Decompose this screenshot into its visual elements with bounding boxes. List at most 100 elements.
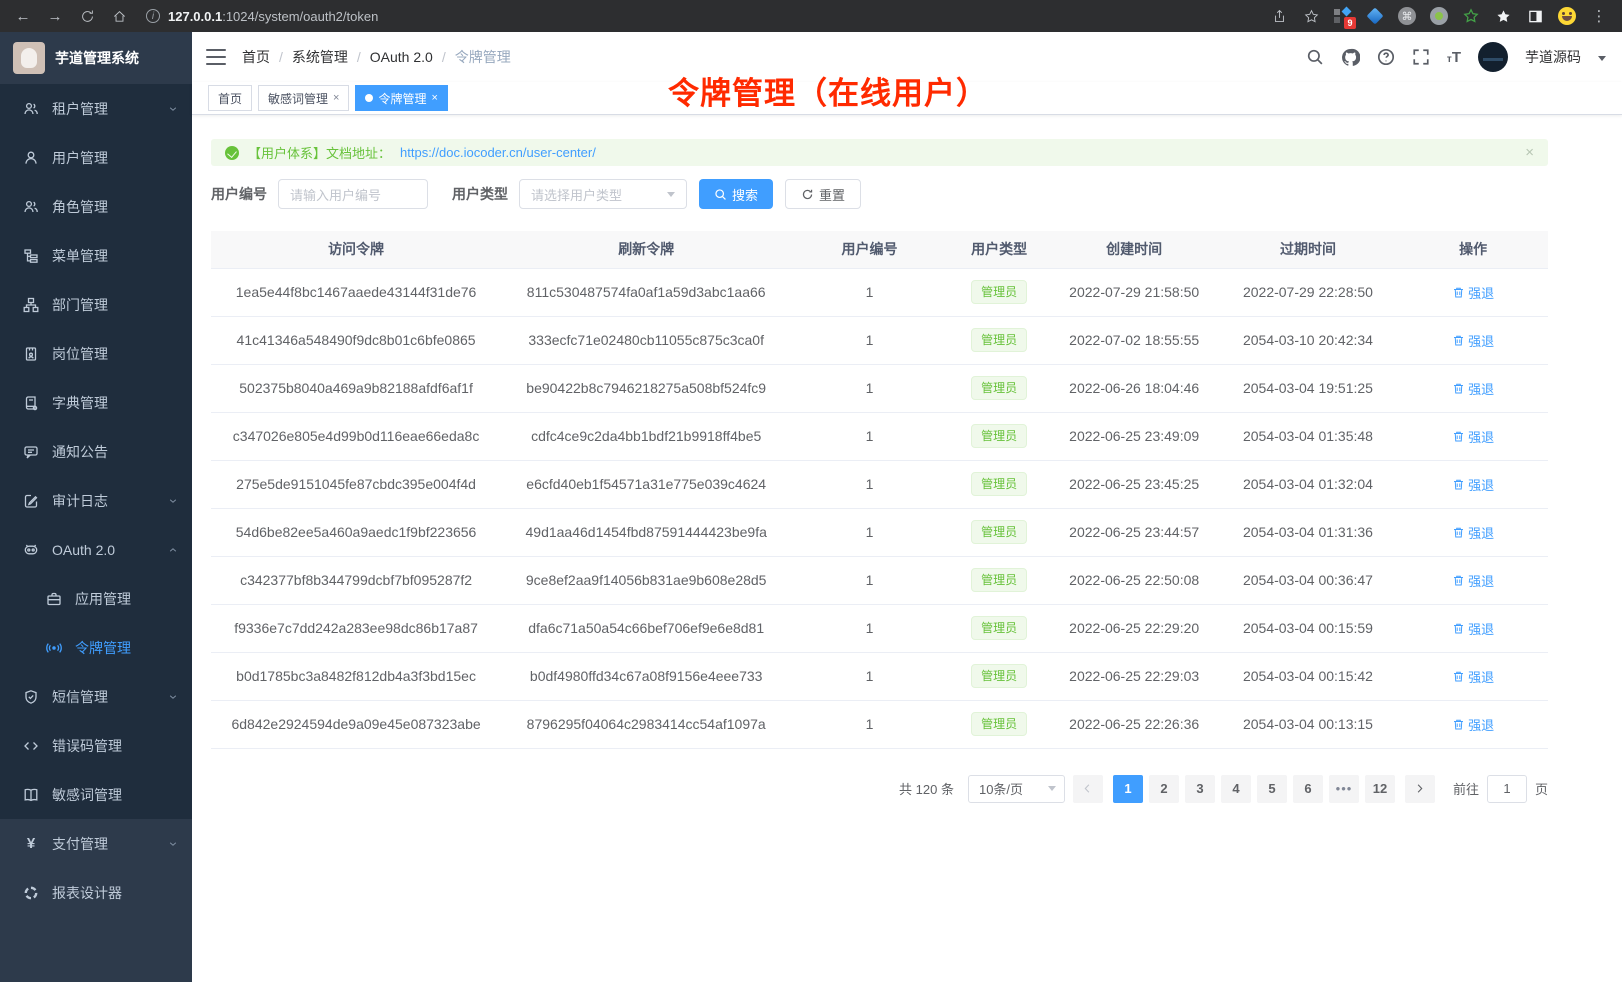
- tag-token-active[interactable]: 令牌管理 ×: [355, 85, 448, 111]
- user-id-input[interactable]: 请输入用户编号: [278, 179, 428, 209]
- force-logout-button[interactable]: 强退: [1452, 523, 1494, 542]
- goto-page-input[interactable]: [1486, 774, 1527, 803]
- breadcrumb-oauth[interactable]: OAuth 2.0: [369, 49, 433, 65]
- browser-back-button[interactable]: ←: [15, 7, 31, 25]
- force-logout-button[interactable]: 强退: [1452, 379, 1494, 398]
- sidebar-item-oauth[interactable]: OAuth 2.0: [0, 525, 192, 574]
- sidebar-item-post[interactable]: 岗位管理: [0, 329, 192, 378]
- sidebar-item-role[interactable]: 角色管理: [0, 182, 192, 231]
- table-row: 41c41346a548490f9dc8b01c6bfe0865 333ecfc…: [211, 316, 1548, 365]
- sidebar-item-sensitive[interactable]: 敏感词管理: [0, 770, 192, 819]
- sidebar-item-errcode[interactable]: 错误码管理: [0, 721, 192, 770]
- user-type-select[interactable]: 请选择用户类型: [519, 179, 687, 209]
- tag-sensitive[interactable]: 敏感词管理 ×: [258, 85, 350, 111]
- search-button[interactable]: 搜索: [699, 179, 774, 209]
- browser-share-button[interactable]: [1266, 4, 1292, 28]
- extension-grid-icon: 9: [1332, 6, 1356, 29]
- fullscreen-icon[interactable]: [1412, 48, 1430, 66]
- force-logout-button[interactable]: 强退: [1452, 331, 1494, 350]
- force-logout-button[interactable]: 强退: [1452, 619, 1494, 638]
- sidebar-item-pay[interactable]: ¥ 支付管理: [0, 819, 192, 868]
- breadcrumb-home[interactable]: 首页: [242, 49, 270, 65]
- alert-close-icon[interactable]: ×: [1525, 144, 1534, 161]
- page-size-select[interactable]: 10条/页: [967, 774, 1065, 803]
- extension-gem-button[interactable]: [1362, 4, 1388, 28]
- reset-button[interactable]: 重置: [785, 179, 862, 209]
- extension-star-button[interactable]: [1458, 4, 1484, 28]
- sidebar-item-audit[interactable]: 审计日志: [0, 476, 192, 525]
- close-icon[interactable]: ×: [431, 92, 438, 104]
- sidebar-item-sms[interactable]: 短信管理: [0, 672, 192, 721]
- sidebar-toggle-icon[interactable]: [206, 49, 226, 65]
- pager-page-4[interactable]: 4: [1220, 774, 1251, 803]
- extension-record-button[interactable]: [1426, 4, 1452, 28]
- extension-white-star-button[interactable]: [1490, 4, 1516, 28]
- expire-time-cell: 2054-03-04 01:32:04: [1217, 460, 1399, 509]
- expire-time-cell: 2054-03-04 00:36:47: [1217, 556, 1399, 605]
- pager-page-12[interactable]: 12: [1364, 774, 1395, 803]
- app-logo-row[interactable]: 芋道管理系统: [0, 32, 192, 84]
- browser-reload-button[interactable]: [74, 4, 100, 28]
- search-button-label: 搜索: [732, 187, 759, 203]
- gem-icon: [1366, 7, 1384, 25]
- browser-sidepanel-button[interactable]: [1522, 4, 1548, 28]
- alert-doc-link[interactable]: https://doc.iocoder.cn/user-center/: [400, 145, 596, 160]
- force-logout-button[interactable]: 强退: [1452, 667, 1494, 686]
- current-user-name[interactable]: 芋道源码: [1525, 49, 1581, 65]
- browser-home-button[interactable]: [106, 4, 132, 28]
- success-check-icon: [225, 145, 239, 160]
- help-icon[interactable]: [1377, 48, 1395, 66]
- refresh-token-cell: 333ecfc71e02480cb11055c875c3ca0f: [501, 316, 792, 365]
- user-menu-caret-icon[interactable]: [1598, 56, 1606, 61]
- chevron-left-icon: [1085, 784, 1090, 793]
- force-logout-button[interactable]: 强退: [1452, 283, 1494, 302]
- tag-home[interactable]: 首页: [208, 85, 253, 111]
- sidebar-item-oauth-token[interactable]: 令牌管理: [0, 623, 192, 672]
- force-logout-button[interactable]: 强退: [1452, 427, 1494, 446]
- home-icon: [113, 10, 125, 22]
- chevron-up-icon: [168, 545, 178, 555]
- github-icon[interactable]: [1341, 48, 1360, 67]
- table-row: b0d1785bc3a8482f812db4a3f3bd15ec b0df498…: [211, 652, 1548, 701]
- extension-command-button[interactable]: ⌘: [1394, 4, 1420, 28]
- breadcrumb-system[interactable]: 系统管理: [291, 49, 348, 65]
- pager-ellipsis[interactable]: •••: [1328, 774, 1359, 803]
- pager-page-6[interactable]: 6: [1292, 774, 1323, 803]
- extension-grid-button[interactable]: 9: [1330, 4, 1356, 29]
- sidebar-item-user[interactable]: 用户管理: [0, 133, 192, 182]
- user-type-badge: 管理员: [971, 376, 1028, 400]
- sidebar-item-dept[interactable]: 部门管理: [0, 280, 192, 329]
- font-size-icon[interactable]: тT: [1446, 48, 1461, 66]
- sidebar-item-notice[interactable]: 通知公告: [0, 427, 192, 476]
- refresh-token-cell: 811c530487574fa0af1a59d3abc1aa66: [501, 268, 792, 317]
- chevron-down-icon: [168, 104, 178, 114]
- address-bar[interactable]: i 127.0.0.1:1024/system/oauth2/token: [146, 9, 1260, 24]
- sidebar-item-menu[interactable]: 菜单管理: [0, 231, 192, 280]
- site-info-icon[interactable]: i: [146, 9, 160, 23]
- force-logout-button[interactable]: 强退: [1452, 715, 1494, 734]
- browser-profile-button[interactable]: [1554, 4, 1580, 28]
- chevron-down-icon: [168, 692, 178, 702]
- pager-page-1[interactable]: 1: [1112, 774, 1143, 803]
- sidebar-item-oauth-app[interactable]: 应用管理: [0, 574, 192, 623]
- force-logout-button[interactable]: 强退: [1452, 571, 1494, 590]
- pager-page-2[interactable]: 2: [1148, 774, 1179, 803]
- pager-page-3[interactable]: 3: [1184, 774, 1215, 803]
- avatar[interactable]: [1478, 42, 1508, 72]
- sidebar-item-dict[interactable]: 字典管理: [0, 378, 192, 427]
- browser-forward-button[interactable]: →: [47, 7, 63, 25]
- sidebar-item-report[interactable]: 报表设计器: [0, 868, 192, 917]
- next-page-button[interactable]: [1404, 774, 1435, 803]
- search-icon[interactable]: [1306, 48, 1324, 66]
- close-icon[interactable]: ×: [333, 92, 340, 104]
- force-logout-button[interactable]: 强退: [1452, 475, 1494, 494]
- user-type-cell: 管理员: [947, 316, 1051, 365]
- prev-page-button[interactable]: [1072, 774, 1103, 803]
- browser-menu-button[interactable]: ⋮: [1591, 8, 1607, 25]
- sidebar-item-tenant[interactable]: 租户管理: [0, 84, 192, 133]
- user-id-cell: 1: [791, 412, 948, 461]
- extension-badge: 9: [1344, 17, 1356, 29]
- browser-bookmark-button[interactable]: [1298, 4, 1324, 28]
- pager-page-5[interactable]: 5: [1256, 774, 1287, 803]
- sidebar-item-label: 审计日志: [52, 492, 108, 509]
